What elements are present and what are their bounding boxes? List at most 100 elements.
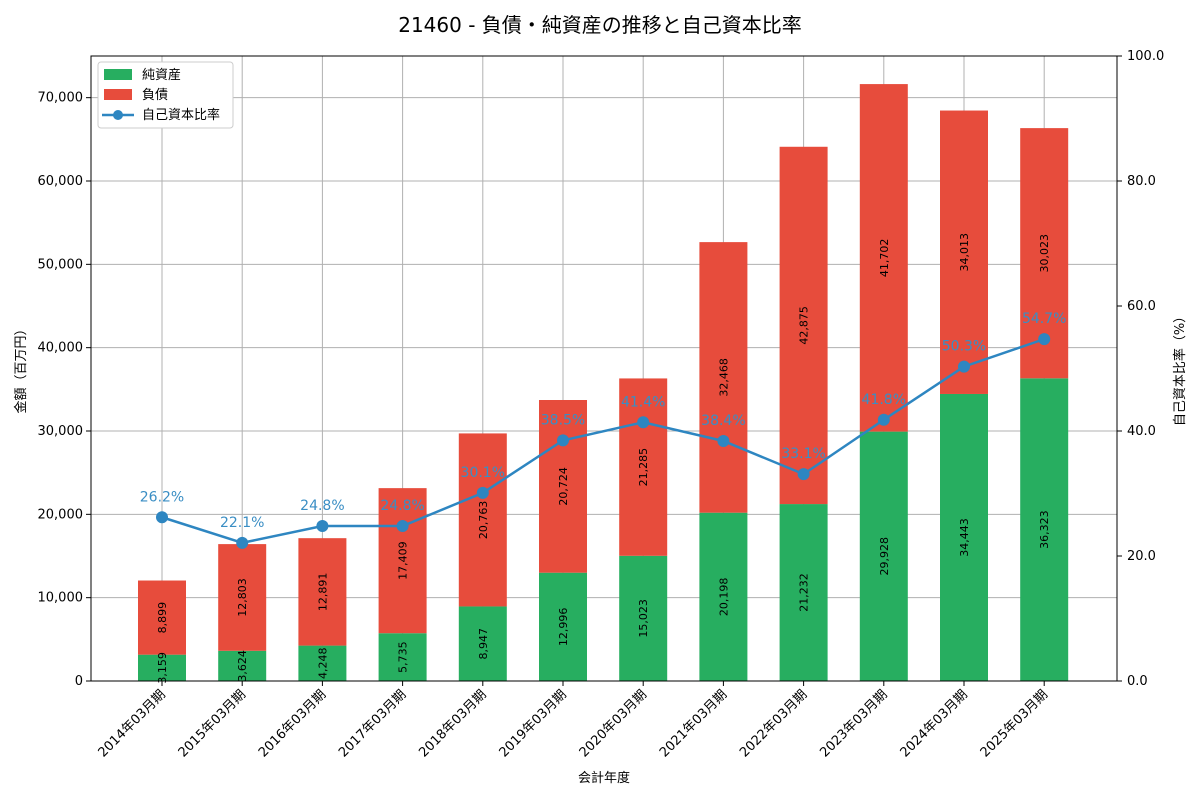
x-tick-label: 2018年03月期: [416, 687, 489, 760]
ratio-label: 22.1%: [220, 515, 264, 531]
bar-label-net-assets: 5,735: [397, 641, 410, 673]
bar-net-assets: [458, 606, 507, 681]
bar-label-liabilities: 30,023: [1038, 234, 1051, 273]
chart-title: 21460 - 負債・純資産の推移と自己資本比率: [398, 13, 802, 37]
ratio-point: [1038, 333, 1051, 346]
ratio-point: [637, 416, 650, 429]
ratio-label: 26.2%: [140, 489, 184, 505]
y2-axis-label: 自己資本比率（%）: [1172, 310, 1188, 426]
y2-tick-label: 40.0: [1127, 424, 1156, 439]
ratio-label: 38.4%: [701, 413, 745, 429]
x-tick-label: 2024年03月期: [898, 687, 971, 760]
ratio-point: [476, 486, 489, 499]
bar-net-assets: [940, 393, 988, 681]
bar-label-liabilities: 41,702: [878, 239, 891, 278]
bar-net-assets: [619, 555, 668, 681]
y-tick-label: 60,000: [38, 174, 84, 189]
x-tick-label: 2021年03月期: [657, 687, 730, 760]
bar-label-liabilities: 21,285: [637, 448, 650, 487]
ratio-label: 24.8%: [380, 498, 424, 514]
y-tick-label: 50,000: [38, 257, 84, 272]
ratio-point: [717, 435, 730, 447]
ratio-line: 26.2% 22.1% 24.8% 24.8% 30.1% 38.5% 41.4% 38.4%…: [140, 311, 1066, 549]
x-tick-label: 2023年03月期: [817, 687, 890, 760]
bar-label-liabilities: 17,409: [397, 541, 410, 580]
bar-label-net-assets: 3,624: [236, 650, 249, 682]
y2-tick-label: 80.0: [1127, 174, 1156, 189]
x-tick-label: 2020年03月期: [577, 687, 650, 760]
bar-liabilities: [458, 433, 507, 607]
ratio-point: [557, 434, 569, 447]
bar-label-net-assets: 15,023: [637, 599, 650, 638]
bar-net-assets: [779, 504, 828, 681]
legend-marker-equity-ratio: [113, 110, 123, 120]
y-tick-label: 30,000: [38, 424, 84, 439]
bar-label-net-assets: 20,198: [717, 578, 730, 617]
bar-label-net-assets: 12,996: [557, 608, 570, 647]
y2-tick-label: 60.0: [1127, 299, 1156, 314]
bar-label-net-assets: 34,443: [958, 518, 971, 557]
bar-net-assets: [298, 645, 347, 681]
ratio-label: 24.8%: [300, 498, 344, 514]
legend-swatch-net-assets: [104, 69, 132, 80]
bar-net-assets: [138, 654, 186, 681]
x-tick-label: 2016年03月期: [256, 687, 329, 760]
ratio-label: 50.3%: [942, 339, 986, 355]
legend-swatch-liabilities: [104, 89, 132, 100]
y-axis-label: 金額（百万円）: [13, 322, 29, 413]
y2-tick-label: 100.0: [1127, 49, 1164, 64]
y-tick-label: 10,000: [38, 591, 84, 606]
ratio-point: [156, 511, 168, 524]
ratio-point: [236, 536, 249, 549]
bar-label-net-assets: 4,248: [316, 648, 329, 680]
bar-label-liabilities: 32,468: [717, 358, 730, 397]
y-tick-label: 40,000: [38, 341, 84, 356]
bar-label-net-assets: 21,232: [798, 573, 811, 612]
ratio-point: [797, 468, 810, 481]
bar-liabilities: [859, 84, 908, 432]
bar-label-liabilities: 20,724: [557, 467, 570, 506]
bar-liabilities: [539, 400, 587, 573]
y2-tick-label: 20.0: [1127, 549, 1156, 564]
bar-label-net-assets: 36,323: [1038, 510, 1051, 549]
bar-net-assets: [1020, 378, 1069, 681]
legend: 純資産 負債 自己資本比率: [97, 61, 234, 129]
bar-label-net-assets: 29,928: [878, 537, 891, 576]
x-axis-label: 会計年度: [578, 770, 630, 786]
ratio-label: 54.7%: [1022, 311, 1066, 327]
y2-tick-label: 0.0: [1127, 674, 1148, 689]
x-tick-label: 2017年03月期: [336, 687, 409, 760]
x-tick-label: 2015年03月期: [176, 687, 249, 760]
bar-label-liabilities: 20,763: [477, 501, 490, 540]
bar-liabilities: [779, 146, 828, 505]
bar-liabilities: [378, 488, 427, 634]
ratio-label: 33.1%: [781, 446, 825, 462]
bar-label-liabilities: 8,899: [156, 602, 169, 634]
bar-net-assets: [218, 650, 267, 681]
bar-net-assets: [539, 572, 587, 681]
y-tick-label: 20,000: [38, 507, 84, 522]
plot-frame: [90, 55, 1118, 682]
ratio-point: [877, 413, 890, 426]
y-tick-label: 0: [75, 674, 83, 689]
ratio-label: 41.4%: [621, 394, 665, 410]
ratio-point: [396, 520, 409, 532]
bar-liabilities: [218, 544, 267, 651]
legend-label-liabilities: 負債: [142, 88, 168, 103]
bar-net-assets: [859, 431, 908, 681]
axes: 0 10,000 20,000 30,000 40,000 50,000 60,000 70,…: [38, 49, 1165, 761]
bar-label-liabilities: 12,891: [316, 573, 329, 612]
legend-label-equity-ratio: 自己資本比率: [142, 107, 220, 123]
x-tick-label: 2025年03月期: [978, 687, 1051, 760]
bar-net-assets: [378, 633, 427, 681]
bars: 3,159 8,899 3,624 12,803 4,248 12,891 5,735 17,…: [138, 84, 1069, 684]
bar-label-net-assets: 8,947: [477, 628, 490, 660]
ratio-label: 38.5%: [541, 412, 585, 428]
x-tick-label: 2019年03月期: [497, 687, 570, 760]
legend-label-net-assets: 純資産: [142, 67, 181, 83]
x-tick-label: 2014年03月期: [96, 687, 169, 760]
x-tick-label: 2022年03月期: [737, 687, 810, 760]
ratio-point: [316, 520, 329, 532]
ratio-label: 30.1%: [461, 465, 505, 481]
